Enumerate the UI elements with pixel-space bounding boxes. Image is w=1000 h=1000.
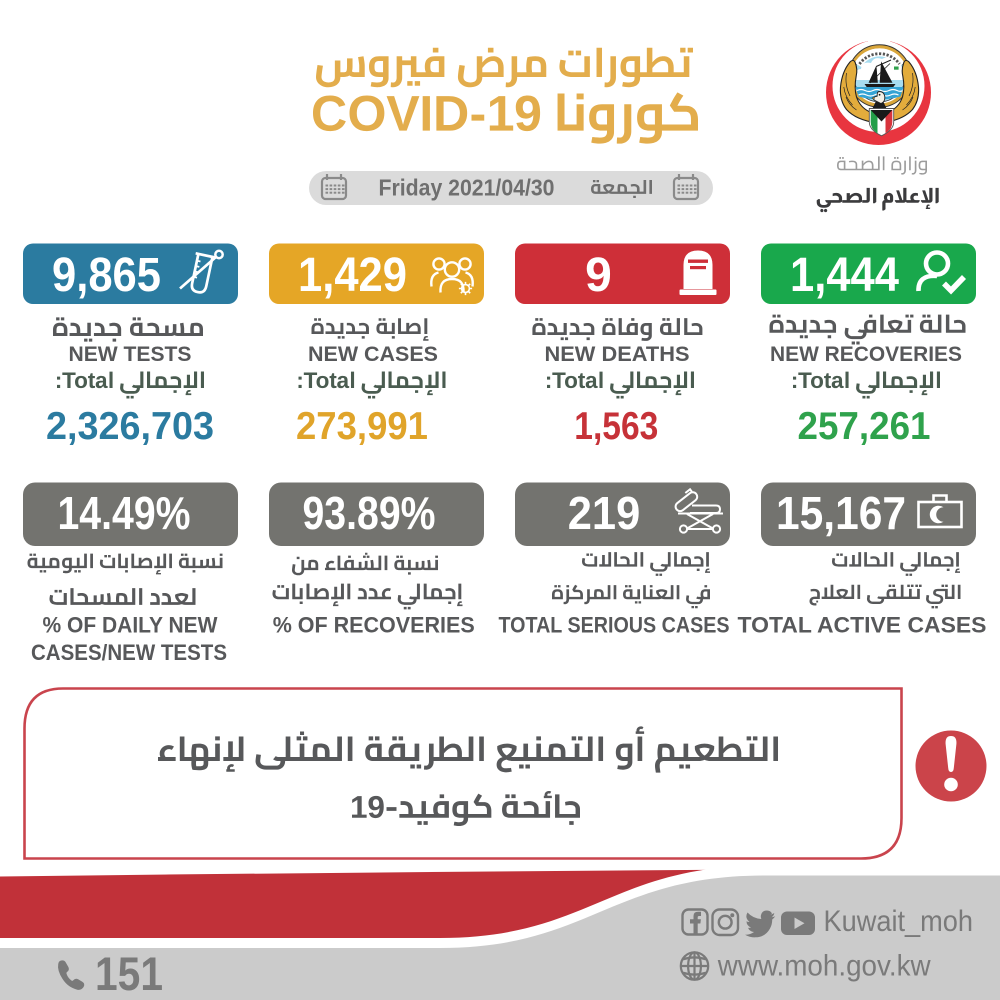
svg-text:www.moh.gov.kw: www.moh.gov.kw [717, 950, 931, 983]
svg-text:93.89%: 93.89% [303, 487, 436, 539]
svg-text:1,444: 1,444 [790, 249, 899, 302]
svg-text:CASES/NEW TESTS: CASES/NEW TESTS [31, 640, 227, 665]
svg-text:TOTAL SERIOUS CASES: TOTAL SERIOUS CASES [499, 613, 730, 638]
svg-text:Kuwait_moh: Kuwait_moh [824, 905, 974, 938]
svg-text:2,326,703: 2,326,703 [46, 405, 214, 448]
svg-text:% OF RECOVERIES: % OF RECOVERIES [273, 613, 475, 638]
svg-text:257,261: 257,261 [798, 405, 931, 448]
svg-text:219: 219 [568, 487, 641, 539]
svg-text:NEW TESTS: NEW TESTS [69, 343, 192, 366]
svg-text:1,563: 1,563 [574, 405, 658, 448]
svg-text:% OF DAILY NEW: % OF DAILY NEW [43, 613, 218, 638]
svg-text:NEW CASES: NEW CASES [308, 343, 438, 366]
svg-text:273,991: 273,991 [296, 405, 428, 448]
svg-text:Friday 2021/04/30: Friday 2021/04/30 [379, 175, 555, 201]
svg-text:9: 9 [585, 249, 612, 302]
svg-text:NEW RECOVERIES: NEW RECOVERIES [770, 343, 962, 366]
svg-text:151: 151 [95, 947, 163, 1000]
svg-text:9,865: 9,865 [52, 249, 161, 302]
svg-text:NEW DEATHS: NEW DEATHS [545, 343, 690, 366]
svg-text:TOTAL ACTIVE CASES: TOTAL ACTIVE CASES [738, 613, 987, 638]
svg-text:1,429: 1,429 [298, 249, 407, 302]
svg-text:14.49%: 14.49% [58, 487, 191, 539]
svg-text:15,167: 15,167 [776, 487, 906, 539]
